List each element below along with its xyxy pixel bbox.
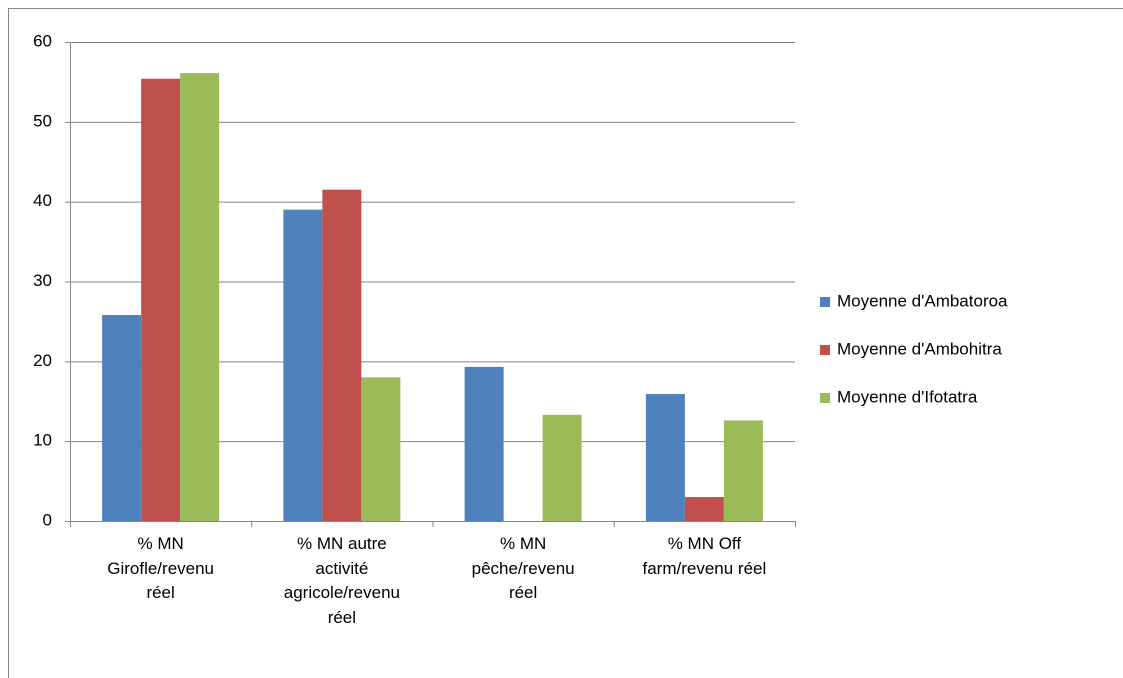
x-tick-label: % MN Girofle/revenu réel (107, 534, 215, 602)
x-tick-label: % MN Off farm/revenu réel (642, 534, 767, 578)
bar (141, 78, 181, 522)
bar (283, 209, 323, 521)
y-tick-label: 40 (33, 191, 52, 210)
bar (102, 315, 142, 521)
bar (361, 377, 401, 521)
bar (464, 366, 504, 521)
y-tick-label: 60 (33, 31, 52, 50)
bar (542, 414, 582, 521)
y-tick-label: 50 (33, 111, 52, 130)
y-tick-label: 30 (33, 271, 52, 290)
y-tick-label: 10 (33, 431, 52, 450)
y-tick-label: 20 (33, 351, 52, 370)
x-tick-label: % MN autre activité agricole/revenu réel (283, 534, 400, 627)
bar (684, 497, 724, 521)
y-tick-label: 0 (43, 510, 52, 529)
legend-swatch (820, 345, 830, 355)
legend-label: Moyenne d'Ifotatra (837, 387, 978, 406)
x-tick-label: % MN pêche/revenu réel (471, 534, 575, 602)
bar (322, 189, 362, 522)
legend-label: Moyenne d'Ambatoroa (837, 291, 1008, 310)
chart-border (8, 8, 1123, 678)
legend-swatch (820, 297, 830, 307)
bar (723, 420, 763, 521)
legend-label: Moyenne d'Ambohitra (837, 339, 1002, 358)
bar (180, 73, 220, 521)
legend-swatch (820, 393, 830, 403)
bar (645, 394, 685, 521)
